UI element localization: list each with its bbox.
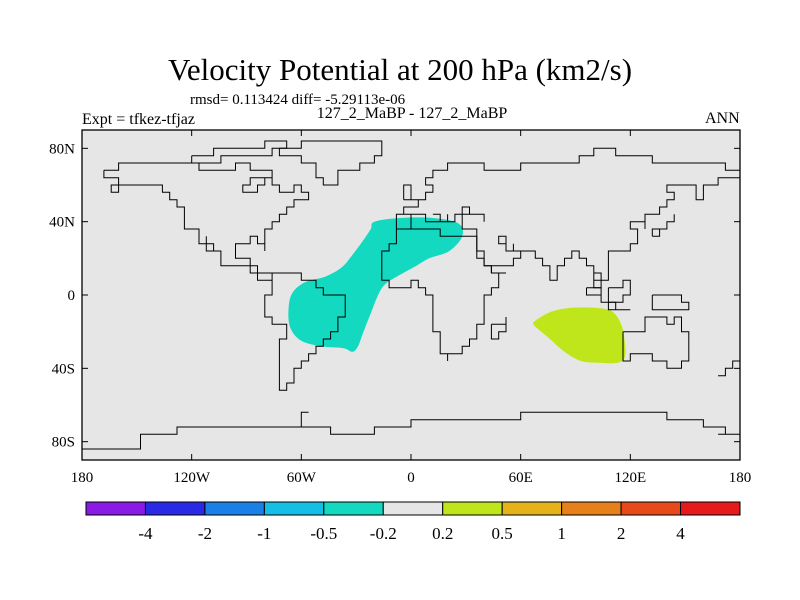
colorbar-box — [680, 501, 741, 516]
colorbar-label: -0.2 — [370, 524, 397, 543]
colorbar-label: 2 — [617, 524, 626, 543]
coastline-madagascar — [490, 317, 507, 340]
x-tick-label: 120E — [614, 470, 646, 486]
coastline-australia — [622, 316, 690, 369]
colorbar: -4 -2 -1 -0.5 -0.2 0.2 0.5 1 2 4 — [85, 501, 741, 543]
shaded-region-layer — [288, 217, 626, 364]
experiment-label: Expt = tfkez-tfjaz — [82, 111, 195, 128]
colorbar-box — [442, 501, 503, 516]
map-background — [82, 130, 740, 460]
colorbar-box — [204, 501, 265, 516]
axis-tick-layer: 180 120W 60W 0 60E 120E 180 80N 40N 0 40S 80S — [49, 130, 751, 486]
map-frame — [81, 129, 741, 461]
x-tick-label: 180 — [71, 470, 94, 486]
coastline-borneo — [607, 279, 631, 303]
y-tick-label: 0 — [68, 288, 76, 304]
x-tick-label: 180 — [729, 470, 752, 486]
colorbar-box — [501, 501, 563, 516]
x-tick-label: 120W — [173, 470, 211, 486]
colorbar-box — [85, 501, 146, 516]
colorbar-box — [561, 501, 622, 516]
colorbar-label: -0.5 — [310, 524, 337, 543]
stats-line: rmsd= 0.113424 diff= -5.29113e-06 — [190, 92, 406, 108]
y-tick-label: 80S — [52, 435, 75, 451]
map-background-layer — [82, 130, 740, 460]
positive-anomaly-indian-ocean — [532, 307, 626, 364]
colorbar-box — [323, 501, 384, 516]
cases-line: 127_2_MaBP - 127_2_MaBP — [316, 105, 508, 122]
colorbar-label: -4 — [138, 524, 153, 543]
coastline-europe-asia — [395, 147, 741, 289]
colorbar-box — [382, 501, 444, 516]
coastline-afro-eurasia — [381, 228, 506, 361]
y-tick-label: 40N — [49, 215, 75, 231]
x-tick-label: 60W — [287, 470, 317, 486]
y-tick-label: 80N — [49, 141, 75, 157]
coastline-greenland — [278, 140, 383, 186]
chart-title: Velocity Potential at 200 hPa (km2/s) — [167, 52, 633, 87]
x-tick-label: 60E — [509, 470, 533, 486]
colorbar-label: 0.2 — [432, 524, 453, 543]
colorbar-box — [263, 501, 325, 516]
coastline-canadian-islands — [191, 140, 288, 164]
x-tick-label: 0 — [407, 470, 415, 486]
colorbar-label: 4 — [676, 524, 685, 543]
colorbar-box — [144, 501, 206, 516]
coastline-indonesia — [586, 287, 631, 311]
colorbar-label: 0.5 — [492, 524, 513, 543]
negative-anomaly-atlantic-americas — [288, 217, 463, 352]
coastline-americas — [103, 162, 346, 391]
colorbar-box — [620, 501, 682, 516]
map-frame-layer — [81, 129, 741, 461]
season-label: ANN — [705, 110, 740, 127]
coastline-layer — [82, 140, 741, 450]
coastline-new-guinea — [651, 294, 690, 311]
colorbar-label: -2 — [198, 524, 212, 543]
coastline-new-zealand — [718, 360, 740, 377]
coastline-britain — [403, 184, 419, 201]
colorbar-label: -1 — [257, 524, 271, 543]
colorbar-label: 1 — [557, 524, 566, 543]
coastline-antarctica — [82, 411, 741, 450]
y-tick-label: 40S — [52, 361, 75, 377]
coastline-japan — [651, 214, 675, 237]
